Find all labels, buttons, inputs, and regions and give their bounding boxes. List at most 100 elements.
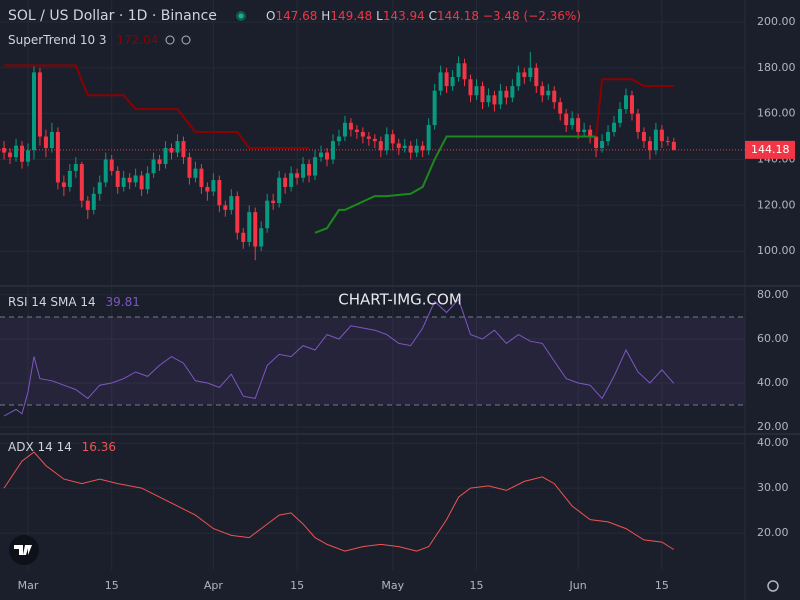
indicator-name: RSI 14 SMA 14 xyxy=(8,295,96,309)
candle-body xyxy=(462,63,467,80)
ohlc: O147.68 H149.48 L143.94 C144.18 −3.48 (−… xyxy=(266,9,581,23)
candle-body xyxy=(486,95,491,103)
candle-body xyxy=(49,131,54,148)
line xyxy=(4,64,310,149)
candle-body xyxy=(109,159,114,171)
y-tick-label: 180.00 xyxy=(757,61,796,74)
candle-body xyxy=(552,90,557,103)
candle-body xyxy=(283,177,288,187)
ohlc-value: 144.18 xyxy=(437,9,479,23)
candle-body xyxy=(342,122,347,137)
line xyxy=(3,451,675,552)
indicator-legend[interactable]: SuperTrend 10 3 172.04 xyxy=(8,33,158,47)
candle-body xyxy=(378,141,383,151)
candle-body xyxy=(139,175,144,190)
line xyxy=(3,298,675,417)
ohlc-label: O xyxy=(266,9,275,23)
candle-body xyxy=(408,145,413,153)
candle-body xyxy=(145,173,150,190)
candle-body xyxy=(20,145,25,162)
x-tick-label: 15 xyxy=(290,579,304,592)
candle-body xyxy=(576,118,581,132)
indicator-legend[interactable]: RSI 14 SMA 14 39.81 xyxy=(8,295,140,309)
x-tick-label: 15 xyxy=(105,579,119,592)
candle-body xyxy=(588,129,593,137)
candle-body xyxy=(235,196,240,233)
candle-body xyxy=(43,136,48,148)
x-tick-label: May xyxy=(381,579,404,592)
candle-body xyxy=(665,141,670,143)
candle-body xyxy=(570,118,575,126)
candle-body xyxy=(390,134,395,144)
candle-body xyxy=(354,129,359,132)
candle-body xyxy=(319,152,324,158)
candle-body xyxy=(498,90,503,105)
line xyxy=(595,78,674,137)
candle-body xyxy=(91,193,96,210)
indicator-legend[interactable]: ADX 14 14 16.36 xyxy=(8,440,116,454)
candle-body xyxy=(582,129,587,132)
y-tick-label: 40.00 xyxy=(757,436,789,449)
candle-body xyxy=(612,122,617,132)
candle-body xyxy=(618,109,623,123)
candle-body xyxy=(420,145,425,151)
candle-body xyxy=(414,145,419,153)
candle-body xyxy=(229,196,234,210)
candle-body xyxy=(623,95,628,110)
indicator-name: ADX 14 14 xyxy=(8,440,72,454)
candle-body xyxy=(271,200,276,203)
y-tick-label: 40.00 xyxy=(757,376,789,389)
candle-body xyxy=(558,102,563,114)
y-tick-label: 20.00 xyxy=(757,526,789,539)
candle-body xyxy=(14,145,19,158)
x-tick-label: Mar xyxy=(18,579,39,592)
ohlc-label: L xyxy=(376,9,383,23)
candle-body xyxy=(384,134,389,151)
candle-body xyxy=(217,180,222,206)
x-tick-label: 15 xyxy=(655,579,669,592)
candle-body xyxy=(444,72,449,87)
candle-body xyxy=(426,125,431,151)
candle-body xyxy=(438,72,443,91)
candle-body xyxy=(522,72,527,77)
candle-body xyxy=(67,170,72,187)
candle-body xyxy=(25,150,30,162)
candle-body xyxy=(2,147,7,153)
candle-body xyxy=(330,141,335,160)
symbol-title[interactable]: SOL / US Dollar · 1D · Binance xyxy=(8,8,217,24)
candle-body xyxy=(259,228,264,247)
candle-body xyxy=(8,152,13,158)
candle-body xyxy=(115,170,120,187)
candle-body xyxy=(456,63,461,77)
candle-body xyxy=(61,182,66,187)
x-tick-label: 15 xyxy=(469,579,483,592)
ohlc-label: H xyxy=(321,9,330,23)
candle-body xyxy=(151,159,156,174)
candle-body xyxy=(277,177,282,203)
logo[interactable] xyxy=(9,535,39,565)
indicator-value: 172.04 xyxy=(116,33,158,47)
candle-body xyxy=(653,129,658,151)
y-tick-label: 20.00 xyxy=(757,420,789,433)
candle-body xyxy=(37,72,42,137)
candle-body xyxy=(468,79,473,96)
candle-body xyxy=(175,141,180,153)
settings-icon[interactable] xyxy=(767,580,779,592)
candle-body xyxy=(366,136,371,139)
candle-body xyxy=(629,95,634,114)
candle-body xyxy=(307,164,312,176)
candle-body xyxy=(247,212,252,242)
candle-body xyxy=(534,67,539,87)
hide-icon[interactable] xyxy=(181,35,191,45)
candle-body xyxy=(606,131,611,142)
candle-body xyxy=(492,95,497,105)
y-tick-label: 60.00 xyxy=(757,332,789,345)
x-tick-label: Apr xyxy=(204,579,224,592)
candle-body xyxy=(127,177,132,183)
hide-icon[interactable] xyxy=(165,35,175,45)
y-tick-label: 30.00 xyxy=(757,481,789,494)
candle-body xyxy=(324,152,329,160)
ohlc-value: 143.94 xyxy=(383,9,425,23)
